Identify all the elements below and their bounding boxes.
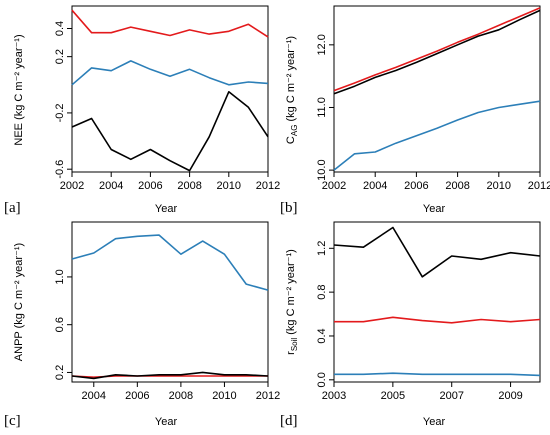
y-tick-label: 0.0	[316, 372, 328, 387]
y-axis-label: CAG (kg C m⁻² year⁻¹)	[285, 36, 299, 144]
y-tick-label: 10.0	[316, 159, 328, 180]
x-tick-label: 2012	[528, 180, 550, 192]
x-tick-label: 2006	[125, 390, 149, 402]
x-axis-label: Year	[155, 416, 178, 428]
y-axis-label: NEE (kg C m⁻² year⁻¹)	[13, 34, 25, 145]
x-axis-label: Year	[155, 203, 178, 215]
x-tick-label: 2010	[487, 180, 511, 192]
panel-b: 2002 2004 2006 2008 2010 2012 10.0 11.0 12.0 Year…	[280, 5, 550, 216]
x-tick-label: 2010	[217, 180, 241, 192]
series-line	[71, 60, 269, 86]
series-line	[71, 9, 269, 38]
series-line	[333, 226, 541, 278]
y-tick-label: 12.0	[316, 34, 328, 55]
series-line	[334, 316, 541, 324]
x-tick-label: 2004	[363, 180, 387, 192]
panel-label: [d]	[280, 413, 298, 429]
plot-frame	[333, 5, 541, 173]
x-axis-label: Year	[423, 203, 446, 215]
y-tick-label: 0.4	[54, 21, 66, 36]
x-tick-label: 2008	[445, 180, 469, 192]
series-line	[71, 91, 269, 172]
x-tick-label: 2002	[60, 180, 84, 192]
series-line	[333, 7, 541, 92]
panel-c: 2004 2006 2008 2010 2012 0.2 0.6 1.0 Year ANPP (k…	[4, 221, 280, 429]
plot-frame	[71, 5, 269, 173]
y-axis-label: rSoil (kg C m⁻² year⁻¹)	[285, 249, 299, 355]
y-tick-label: 0.6	[54, 317, 66, 332]
y-tick-label: 1.2	[316, 241, 328, 256]
x-tick-label: 2008	[177, 180, 201, 192]
series-line	[333, 9, 541, 95]
x-tick-label: 2006	[404, 180, 428, 192]
y-tick-label: 1.0	[54, 269, 66, 284]
series-line	[71, 234, 269, 291]
plot-frame	[333, 221, 541, 383]
y-tick-label: 0.8	[316, 284, 328, 299]
panel-label: [c]	[4, 413, 21, 429]
x-tick-label: 2012	[256, 390, 280, 402]
y-tick-label: 0.2	[54, 365, 66, 380]
y-tick-label: 0.4	[316, 328, 328, 343]
y-tick-label: -0.6	[54, 160, 66, 179]
x-axis-label: Year	[423, 416, 446, 428]
x-tick-label: 2004	[82, 390, 106, 402]
series-line	[333, 100, 541, 171]
series-line	[71, 371, 269, 380]
x-tick-label: 2004	[99, 180, 123, 192]
x-tick-label: 2003	[322, 390, 346, 402]
x-tick-label: 2005	[381, 390, 405, 402]
panel-a: 2002 2004 2006 2008 2010 2012 -0.6 -0.2 0.2 0.4 Ye…	[4, 5, 280, 216]
x-tick-label: 2007	[439, 390, 463, 402]
y-axis-label: ANPP (kg C m⁻² year⁻¹)	[13, 243, 25, 361]
x-tick-label: 2009	[498, 390, 522, 402]
y-tick-label: 11.0	[316, 97, 328, 118]
plot-frame	[71, 221, 269, 383]
series-line	[334, 372, 541, 377]
panel-label: [b]	[280, 200, 298, 216]
x-tick-label: 2002	[322, 180, 346, 192]
x-tick-label: 2012	[256, 180, 280, 192]
x-tick-label: 2008	[169, 390, 193, 402]
panel-label: [a]	[4, 200, 21, 216]
x-tick-label: 2010	[212, 390, 236, 402]
x-tick-label: 2006	[138, 180, 162, 192]
y-tick-label: 0.2	[54, 49, 66, 64]
y-tick-label: -0.2	[54, 103, 66, 122]
panel-d: 2003 2005 2007 2009 0.0 0.4 0.8 1.2 Year rSoil (k…	[280, 221, 541, 429]
